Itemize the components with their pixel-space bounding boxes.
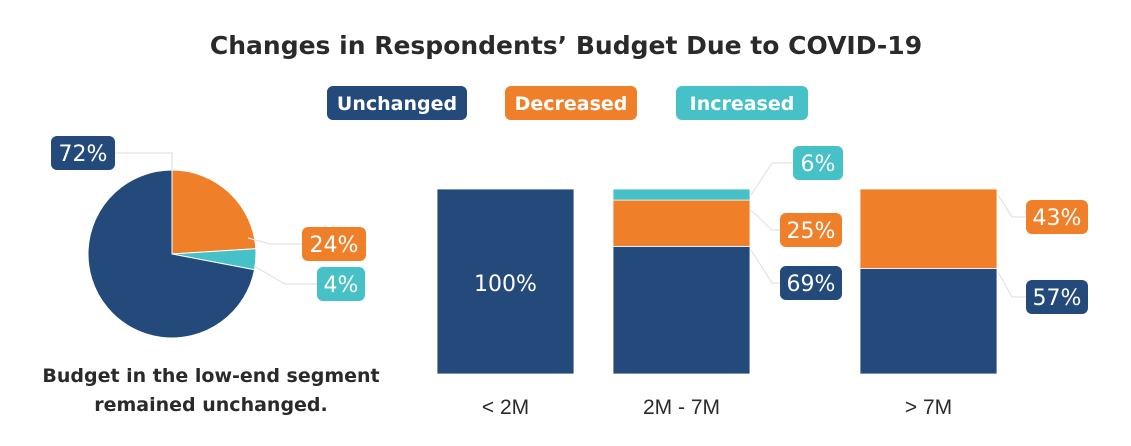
legend-decreased-label: Decreased [515,93,628,115]
bar-3-unchanged [859,268,998,375]
bar-2-increased [612,188,751,201]
legend-unchanged-swatch [327,86,467,120]
pie-label-increased-bg [317,267,365,301]
legend-decreased-swatch [505,86,637,120]
pie-leader-increased [253,265,318,285]
chart-title: Changes in Respondents’ Budget Due to CO… [210,31,922,60]
bar-2-unchanged-label-bg [780,266,842,300]
pie-label-increased: 4% [317,267,365,301]
bar-2-unchanged-leader [750,249,782,284]
x-tick-label-3: > 7M [905,396,952,419]
pie-label-decreased-text: 24% [310,233,359,258]
bar-2-increased-label: 6% [793,146,843,180]
bar-1-unchanged-label: 100% [474,272,537,297]
bar-2-decreased-leader [750,209,782,231]
pie-caption-line-1: Budget in the low-end segment [42,365,379,387]
bar-2-unchanged-label-text: 69% [787,272,836,297]
bar-2-increased-leader [750,162,796,196]
pie-label-decreased-bg [302,227,366,261]
pie-label-increased-text: 4% [324,273,359,298]
bar-3-unchanged-label-bg [1026,280,1088,314]
legend-increased-swatch [676,86,808,120]
bar-2-decreased [612,199,751,247]
legend-increased: Increased [676,86,808,120]
pie-label-unchanged: 72% [51,136,115,170]
pie-label-unchanged-bg [51,136,115,170]
bar-3-unchanged-label: 57% [1026,280,1088,314]
bar-2-unchanged-label: 69% [780,266,842,300]
bar-3-decreased-label-bg [1026,200,1088,234]
bar-2-decreased-label-text: 25% [787,219,836,244]
legend-decreased: Decreased [505,86,637,120]
stacked-bar-chart: < 2M 2M - 7M > 7M 100% 6% 25% 69% 43% 57% [436,146,1088,419]
bar-2-unchanged [612,245,751,375]
bar-2-decreased-label: 25% [780,213,842,247]
pie-chart: 72% 24% 4% [51,136,366,339]
bar-1-unchanged [436,188,575,375]
bar-3-decreased-leader [997,194,1026,218]
legend-unchanged: Unchanged [327,86,467,120]
bar-3-decreased-label: 43% [1026,200,1088,234]
pie-slice-decreased [171,169,257,255]
pie-leader-decreased [247,237,302,245]
x-tick-label-1: < 2M [482,396,529,419]
legend-unchanged-label: Unchanged [337,93,457,115]
pie-leader-unchanged [115,152,173,170]
pie-slice-unchanged [87,169,256,339]
pie-label-decreased: 24% [302,227,366,261]
bar-3-unchanged-leader [997,271,1026,298]
bar-3-unchanged-label-text: 57% [1033,286,1082,311]
bar-3-decreased-label-text: 43% [1033,206,1082,231]
bar-2-increased-label-text: 6% [801,152,836,177]
legend-increased-label: Increased [690,93,795,115]
bar-2-increased-label-bg [793,146,843,180]
bar-2-decreased-label-bg [780,213,842,247]
bar-3-decreased [859,188,998,269]
legend: Unchanged Decreased Increased [327,86,808,120]
pie-caption-line-2: remained unchanged. [94,394,328,416]
pie-label-unchanged-text: 72% [59,142,108,167]
x-tick-label-2: 2M - 7M [643,396,720,419]
